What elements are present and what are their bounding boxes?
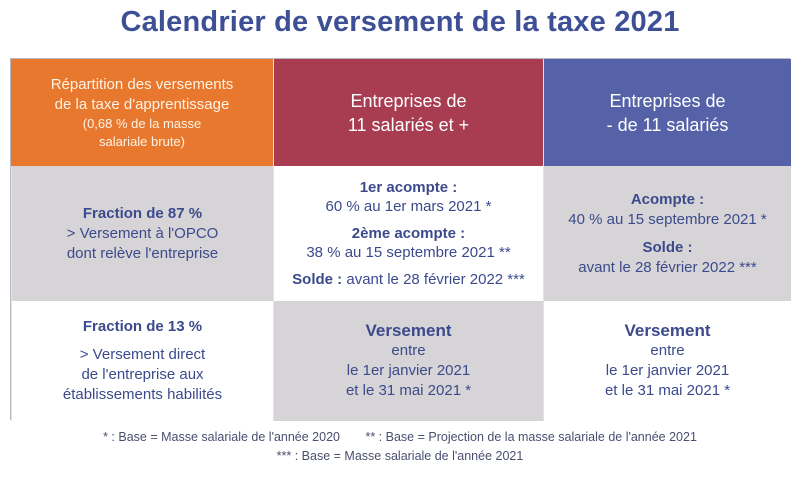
header-large-line: 11 salariés et +	[347, 114, 470, 135]
header-large-companies: Entreprises de 11 salariés et +	[273, 59, 543, 166]
payment-title: Versement	[365, 321, 452, 340]
fraction-13-desc: établissements habilités	[62, 386, 223, 403]
balance-value: avant le 28 février 2022 ***	[346, 271, 525, 288]
footnote-3: *** : Base = Masse salariale de l'année …	[276, 449, 524, 463]
fraction-87-large: 1er acompte : 60 % au 1er mars 2021 * 2è…	[273, 166, 543, 301]
payment-calendar-table: Répartition des versements de la taxe d'…	[10, 58, 791, 421]
header-repartition-line: salariale brute)	[99, 133, 185, 149]
payment-line: le 1er janvier 2021	[346, 362, 471, 379]
header-repartition: Répartition des versements de la taxe d'…	[11, 59, 273, 166]
fraction-13-title: Fraction de 13 %	[82, 318, 203, 335]
footnote-1: * : Base = Masse salariale de l'année 20…	[103, 430, 340, 444]
fraction-13-large: Versement entre le 1er janvier 2021 et l…	[273, 301, 543, 421]
balance-title: Solde :	[292, 271, 343, 288]
fraction-13-desc: > Versement direct	[79, 346, 206, 363]
fraction-13-small: Versement entre le 1er janvier 2021 et l…	[543, 301, 791, 421]
footnote-2: ** : Base = Projection de la masse salar…	[365, 430, 697, 444]
installment-value: 40 % au 15 septembre 2021 *	[568, 210, 767, 228]
payment-title: Versement	[624, 321, 711, 340]
header-small-companies: Entreprises de - de 11 salariés	[543, 59, 791, 166]
footnotes: * : Base = Masse salariale de l'année 20…	[0, 428, 800, 466]
installment-title: Acompte :	[630, 190, 705, 208]
header-repartition-line: (0,68 % de la masse	[82, 115, 202, 131]
header-small-line: Entreprises de	[609, 90, 726, 111]
payment-line: entre	[650, 342, 685, 359]
first-installment-value: 60 % au 1er mars 2021 *	[325, 198, 492, 215]
balance-value: avant le 28 février 2022 ***	[578, 258, 757, 276]
payment-line: entre	[391, 342, 426, 359]
fraction-87-desc: > Versement à l'OPCO	[66, 224, 219, 242]
header-repartition-line: Répartition des versements	[50, 75, 234, 93]
payment-line: le 1er janvier 2021	[605, 362, 730, 379]
fraction-87-title: Fraction de 87 %	[82, 204, 203, 222]
fraction-13-label: Fraction de 13 % > Versement direct de l…	[11, 301, 273, 421]
payment-line: et le 31 mai 2021 *	[345, 382, 472, 399]
first-installment-title: 1er acompte :	[359, 179, 458, 196]
header-large-line: Entreprises de	[350, 90, 467, 111]
balance-title: Solde :	[642, 238, 693, 256]
header-repartition-line: de la taxe d'apprentissage	[54, 95, 230, 113]
fraction-87-desc: dont relève l'entreprise	[66, 244, 219, 262]
second-installment-value: 38 % au 15 septembre 2021 **	[306, 244, 511, 261]
second-installment-title: 2ème acompte :	[351, 225, 466, 242]
fraction-87-small: Acompte : 40 % au 15 septembre 2021 * So…	[543, 166, 791, 301]
payment-line: et le 31 mai 2021 *	[604, 382, 731, 399]
fraction-87-label: Fraction de 87 % > Versement à l'OPCO do…	[11, 166, 273, 301]
fraction-13-desc: de l'entreprise aux	[81, 366, 204, 383]
page-title: Calendrier de versement de la taxe 2021	[120, 6, 680, 38]
header-small-line: - de 11 salariés	[606, 114, 729, 135]
